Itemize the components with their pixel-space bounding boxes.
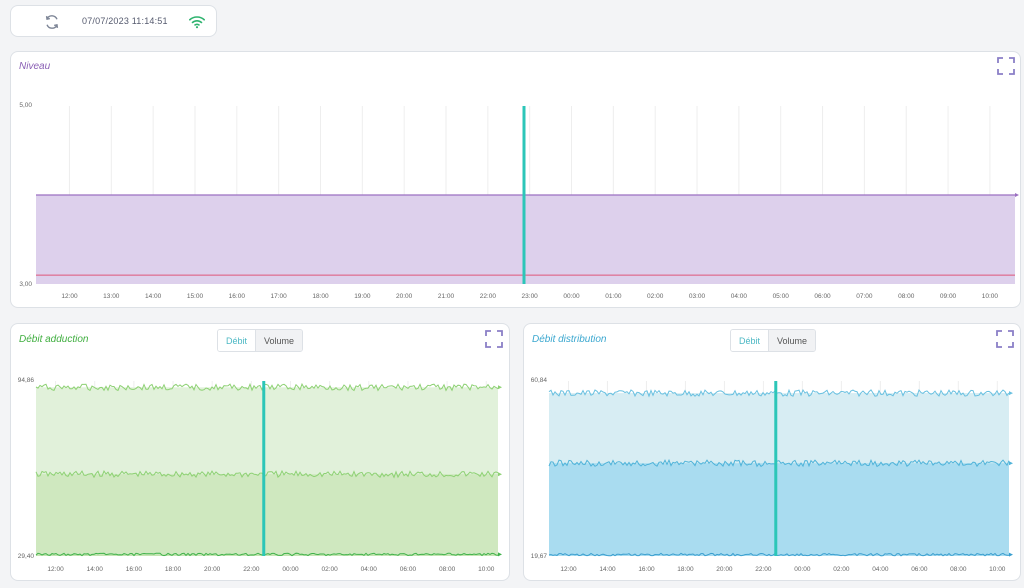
x-tick-label: 09:00 [940, 293, 957, 300]
adduction-tab-group: Débit Volume [217, 329, 303, 352]
niveau-series-marker [1015, 193, 1019, 197]
adduction-series-line-3 [35, 552, 499, 557]
x-tick-label: 04:00 [872, 566, 889, 573]
x-tick-label: 10:00 [989, 566, 1006, 573]
x-tick-label: 03:00 [689, 293, 706, 300]
y-tick-label: 60,84 [531, 377, 548, 384]
distribution-series-marker [1009, 391, 1013, 396]
x-tick-label: 18:00 [677, 566, 694, 573]
wifi-icon [188, 16, 206, 29]
distribution-title: Débit distribution [532, 334, 607, 345]
x-tick-label: 14:00 [145, 293, 162, 300]
x-tick-label: 15:00 [187, 293, 204, 300]
y-tick-label: 94,86 [18, 377, 35, 384]
x-tick-label: 00:00 [563, 293, 580, 300]
tab-debit[interactable]: Débit [731, 330, 768, 351]
x-tick-label: 04:00 [361, 566, 378, 573]
x-tick-label: 22:00 [480, 293, 497, 300]
x-tick-label: 06:00 [814, 293, 831, 300]
x-tick-label: 22:00 [755, 566, 772, 573]
x-tick-label: 20:00 [716, 566, 733, 573]
x-tick-label: 04:00 [731, 293, 748, 300]
expand-icon[interactable] [485, 330, 503, 348]
x-tick-label: 20:00 [396, 293, 413, 300]
x-tick-label: 16:00 [638, 566, 655, 573]
x-tick-label: 08:00 [898, 293, 915, 300]
x-tick-label: 08:00 [950, 566, 967, 573]
refresh-icon[interactable] [43, 13, 61, 31]
adduction-area-2 [36, 474, 498, 556]
distribution-series-marker [1009, 552, 1013, 557]
x-tick-label: 02:00 [322, 566, 339, 573]
tab-volume[interactable]: Volume [255, 330, 302, 351]
x-tick-label: 20:00 [204, 566, 221, 573]
x-tick-label: 08:00 [439, 566, 456, 573]
x-tick-label: 18:00 [312, 293, 329, 300]
distribution-series-line-3 [548, 552, 1009, 557]
x-tick-label: 19:00 [354, 293, 371, 300]
x-tick-label: 17:00 [271, 293, 288, 300]
adduction-series-marker [498, 385, 502, 390]
x-tick-label: 01:00 [605, 293, 622, 300]
distribution-tab-group: Débit Volume [730, 329, 816, 352]
tab-volume[interactable]: Volume [768, 330, 815, 351]
expand-icon[interactable] [997, 57, 1015, 75]
x-tick-label: 16:00 [126, 566, 143, 573]
adduction-series-line-1 [35, 382, 499, 392]
adduction-series-marker [498, 552, 502, 557]
expand-icon[interactable] [996, 330, 1014, 348]
x-tick-label: 23:00 [522, 293, 539, 300]
distribution-series-marker [1009, 461, 1013, 466]
adduction-chart: 12:00 14:00 16:00 18:00 20:00 22:00 00:00 02:00… [18, 377, 502, 573]
x-tick-label: 18:00 [165, 566, 182, 573]
current-datetime: 07/07/2023 11:14:51 [82, 16, 168, 26]
distribution-series-line-1 [548, 388, 1010, 398]
x-tick-label: 05:00 [773, 293, 790, 300]
distribution-chart: 12:00 14:00 16:00 18:00 20:00 22:00 00:00 02:00… [531, 377, 1013, 573]
x-tick-label: 00:00 [794, 566, 811, 573]
x-tick-label: 10:00 [478, 566, 495, 573]
status-bar: 07/07/2023 11:14:51 [10, 5, 217, 37]
x-tick-label: 12:00 [61, 293, 78, 300]
x-tick-label: 16:00 [229, 293, 246, 300]
distribution-area-2 [549, 463, 1009, 556]
x-tick-label: 22:00 [243, 566, 260, 573]
x-tick-label: 06:00 [400, 566, 417, 573]
x-tick-label: 12:00 [560, 566, 577, 573]
x-tick-label: 12:00 [47, 566, 64, 573]
x-tick-label: 13:00 [103, 293, 120, 300]
y-tick-label: 19,67 [531, 553, 548, 560]
x-tick-label: 07:00 [856, 293, 873, 300]
adduction-title: Débit adduction [19, 334, 89, 345]
x-tick-label: 14:00 [599, 566, 616, 573]
x-tick-label: 21:00 [438, 293, 455, 300]
niveau-chart: 12:00 13:00 14:00 15:00 16:00 17:00 18:00 19:00… [19, 102, 1019, 300]
niveau-title: Niveau [19, 61, 51, 72]
y-tick-label: 3,00 [19, 281, 32, 288]
adduction-series-line-2 [35, 469, 499, 479]
y-tick-label: 5,00 [19, 102, 32, 109]
x-tick-label: 14:00 [87, 566, 104, 573]
x-tick-label: 00:00 [282, 566, 299, 573]
x-tick-label: 06:00 [911, 566, 928, 573]
distribution-series-line-2 [548, 458, 1010, 468]
x-tick-label: 02:00 [833, 566, 850, 573]
adduction-area-3 [36, 554, 498, 556]
adduction-series-marker [498, 472, 502, 477]
x-tick-label: 10:00 [982, 293, 999, 300]
x-tick-label: 02:00 [647, 293, 664, 300]
y-tick-label: 29,40 [18, 553, 35, 560]
tab-debit[interactable]: Débit [218, 330, 255, 351]
